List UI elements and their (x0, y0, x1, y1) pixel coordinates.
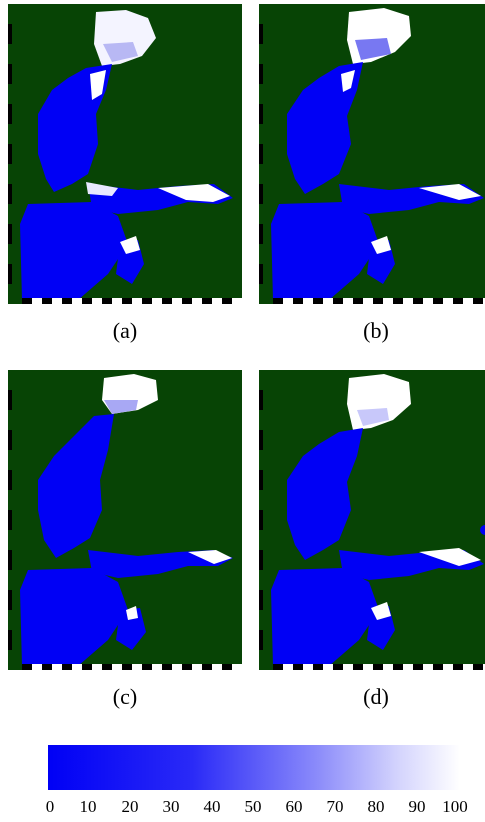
colorbar (48, 745, 460, 790)
colorbar-tick-100: 100 (442, 797, 468, 816)
colorbar-tick-90: 90 (408, 797, 426, 816)
colorbar-tick-60: 60 (285, 797, 303, 816)
colorbar-tick-30: 30 (162, 797, 180, 816)
map-panel-a (8, 4, 242, 304)
map-panel-d (259, 370, 485, 670)
panel-label-c: (c) (112, 684, 138, 709)
map-panel-c (8, 370, 242, 670)
panel-label-a: (a) (112, 318, 138, 343)
colorbar-tick-80: 80 (367, 797, 385, 816)
colorbar-tick-50: 50 (244, 797, 262, 816)
colorbar-tick-0: 0 (45, 797, 55, 816)
colorbar-tick-70: 70 (326, 797, 344, 816)
colorbar-tick-40: 40 (203, 797, 221, 816)
panel-label-d: (d) (363, 684, 389, 709)
colorbar-tick-10: 10 (79, 797, 97, 816)
panel-label-b: (b) (363, 318, 389, 343)
map-panel-b (259, 4, 485, 304)
colorbar-tick-20: 20 (121, 797, 139, 816)
